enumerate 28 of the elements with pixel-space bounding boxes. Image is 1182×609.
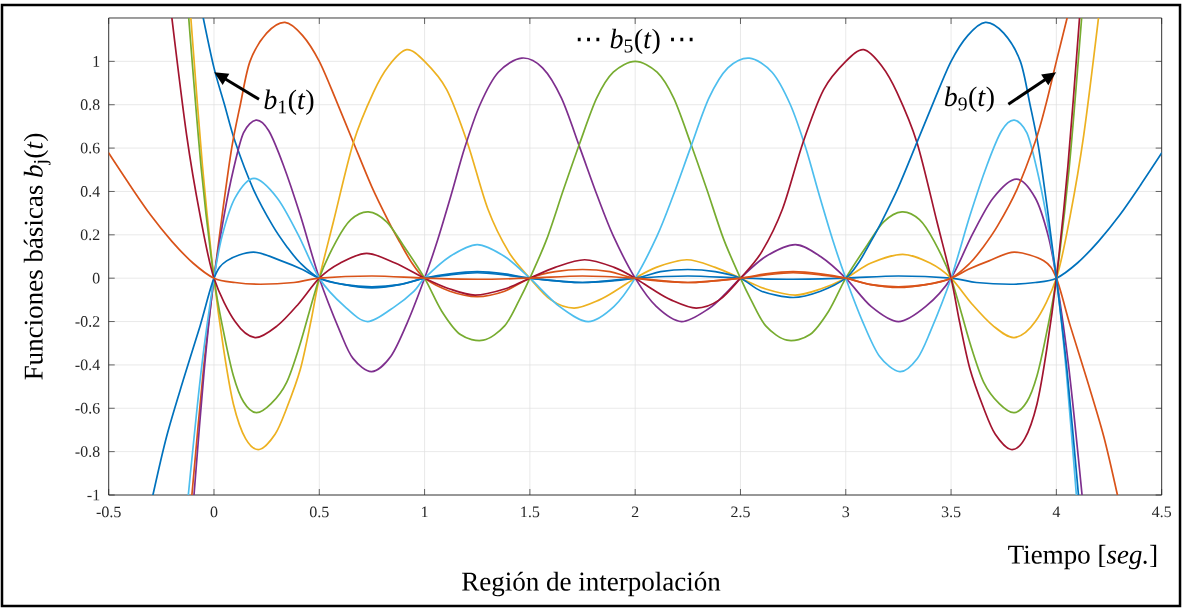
x-tick-label: 4 — [1052, 506, 1061, 518]
x-tick-label: 4.5 — [1151, 506, 1172, 518]
x-tick-label: 1.5 — [521, 506, 540, 518]
y-tick-label: -0.4 — [75, 359, 100, 371]
x-tick-label: 2.5 — [731, 506, 750, 518]
text: Región de interpolación — [462, 571, 721, 597]
x-tick-label: 1 — [422, 506, 428, 518]
y-axis-title: Funciones básicas b$_{j}$(t) — [23, 133, 51, 380]
x-tick-label: 0.5 — [309, 506, 329, 518]
y-tick-label: 0.2 — [80, 229, 100, 241]
x-tick-label: -0.5 — [96, 506, 121, 518]
x-tick-label: 2 — [631, 506, 639, 518]
y-tick-label: -1 — [87, 489, 100, 501]
y-tick-label: 0.6 — [80, 142, 100, 154]
x-tick-label: 3 — [842, 506, 850, 518]
y-tick-label: 1 — [93, 56, 100, 67]
x-tick-label: 3.5 — [941, 506, 961, 518]
x-axis-title: Tiempo [seg.] — [1008, 544, 1157, 570]
y-tick-label: -0.6 — [75, 402, 100, 414]
x-tick-label: 0 — [210, 506, 218, 518]
y-tick-label: -0.8 — [75, 446, 100, 458]
y-tick-label: 0 — [92, 272, 100, 284]
y-tick-label: 0.4 — [80, 186, 100, 197]
y-tick-label: 0.8 — [80, 99, 100, 111]
annotation: b$_{1}$(t) — [264, 89, 314, 115]
annotation: ⋯ b$_{5}$(t) ⋯ — [577, 28, 693, 55]
y-tick-label: -0.2 — [75, 316, 100, 327]
annotation: b$_{9}$(t) — [944, 86, 994, 112]
